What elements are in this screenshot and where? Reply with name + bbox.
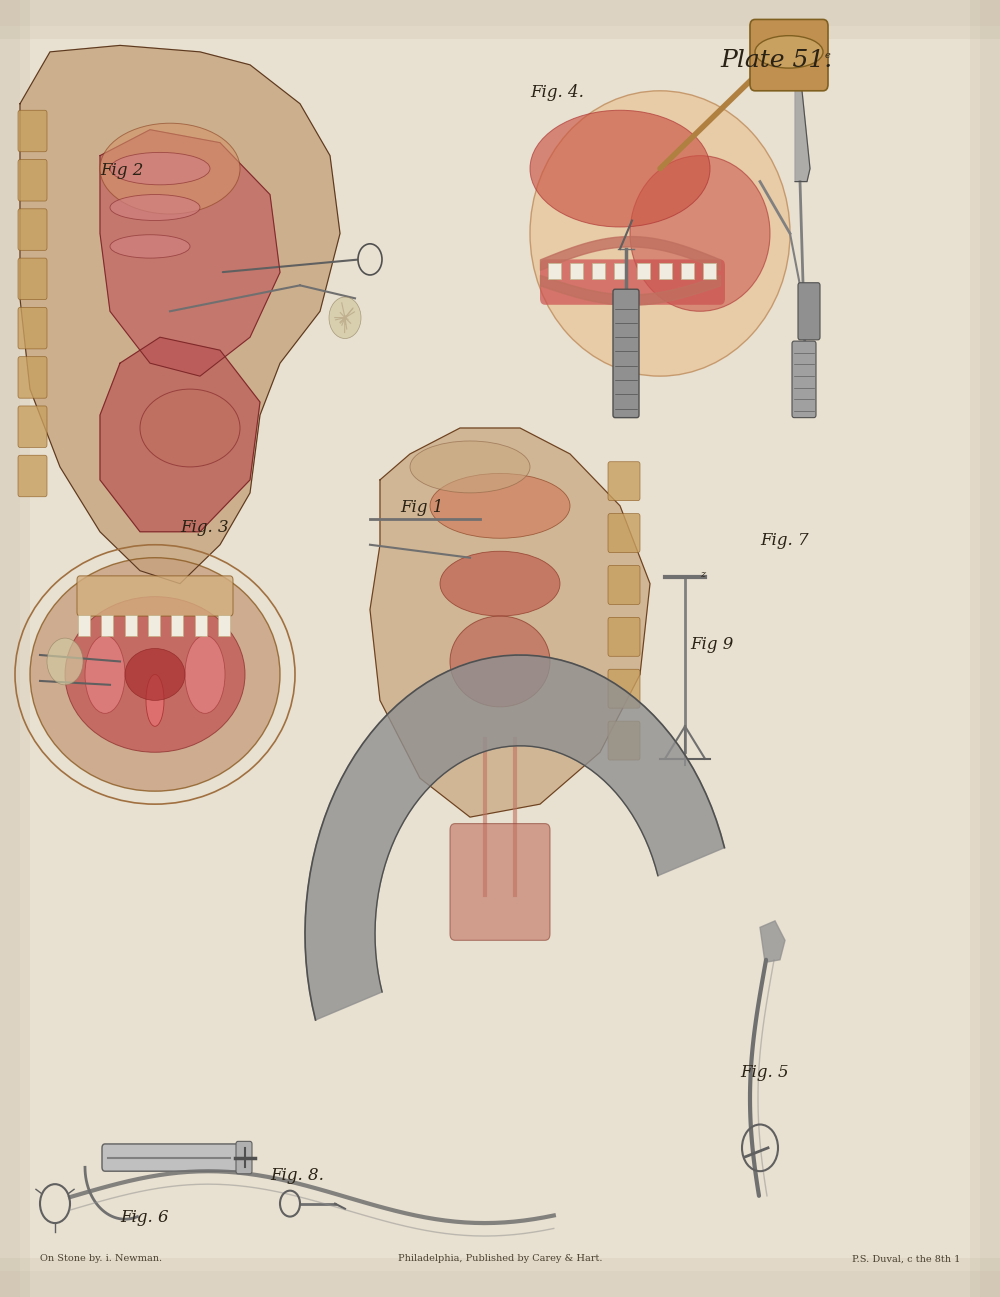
Ellipse shape <box>30 558 280 791</box>
Bar <box>0 0 1000 39</box>
FancyBboxPatch shape <box>102 1144 248 1171</box>
Ellipse shape <box>440 551 560 616</box>
Bar <box>218 615 230 636</box>
FancyBboxPatch shape <box>608 565 640 604</box>
Ellipse shape <box>185 636 225 713</box>
Ellipse shape <box>125 648 185 700</box>
FancyBboxPatch shape <box>18 307 47 349</box>
Text: e: e <box>825 52 831 61</box>
Bar <box>78 615 90 636</box>
Text: Plate 51.: Plate 51. <box>720 49 832 73</box>
Ellipse shape <box>530 110 710 227</box>
Ellipse shape <box>410 441 530 493</box>
Ellipse shape <box>110 195 200 220</box>
Polygon shape <box>795 71 810 182</box>
Ellipse shape <box>530 91 790 376</box>
Bar <box>592 263 605 279</box>
Ellipse shape <box>85 636 125 713</box>
FancyBboxPatch shape <box>18 160 47 201</box>
Text: P.S. Duval, c the 8th 1: P.S. Duval, c the 8th 1 <box>852 1254 960 1263</box>
Bar <box>659 263 672 279</box>
FancyBboxPatch shape <box>750 19 828 91</box>
Ellipse shape <box>140 389 240 467</box>
FancyBboxPatch shape <box>18 455 47 497</box>
Polygon shape <box>20 45 340 584</box>
Bar <box>570 263 583 279</box>
Text: Fig. 6: Fig. 6 <box>120 1209 169 1226</box>
FancyBboxPatch shape <box>540 259 725 305</box>
Text: Fig. 7: Fig. 7 <box>760 532 809 549</box>
Ellipse shape <box>630 156 770 311</box>
Bar <box>703 263 716 279</box>
Bar <box>0 0 30 1297</box>
FancyBboxPatch shape <box>608 617 640 656</box>
FancyBboxPatch shape <box>450 824 550 940</box>
Text: On Stone by. i. Newman.: On Stone by. i. Newman. <box>40 1254 162 1263</box>
Bar <box>614 263 627 279</box>
FancyBboxPatch shape <box>18 406 47 447</box>
Ellipse shape <box>110 235 190 258</box>
FancyBboxPatch shape <box>18 209 47 250</box>
Bar <box>0 0 20 1297</box>
Bar <box>681 263 694 279</box>
Ellipse shape <box>100 123 240 214</box>
Ellipse shape <box>146 674 164 726</box>
Bar <box>125 615 137 636</box>
Bar <box>637 263 650 279</box>
Polygon shape <box>370 428 650 817</box>
Text: Fig. 4.: Fig. 4. <box>530 84 584 101</box>
Bar <box>0 1258 1000 1297</box>
Bar <box>548 263 561 279</box>
Text: z: z <box>700 571 705 580</box>
FancyBboxPatch shape <box>236 1141 252 1174</box>
Bar <box>970 0 1000 1297</box>
Text: Fig. 3: Fig. 3 <box>180 519 229 536</box>
Bar <box>980 0 1000 1297</box>
Polygon shape <box>760 921 785 962</box>
Bar <box>171 615 183 636</box>
Ellipse shape <box>110 152 210 185</box>
Bar <box>0 1271 1000 1297</box>
Text: Fig. 8.: Fig. 8. <box>270 1167 324 1184</box>
Ellipse shape <box>755 36 823 69</box>
Text: Fig 1: Fig 1 <box>400 499 443 516</box>
Bar <box>101 615 113 636</box>
FancyBboxPatch shape <box>608 721 640 760</box>
FancyBboxPatch shape <box>77 576 233 616</box>
Bar <box>0 0 1000 26</box>
Ellipse shape <box>450 616 550 707</box>
Polygon shape <box>100 130 280 376</box>
Ellipse shape <box>430 473 570 538</box>
Text: Fig 2: Fig 2 <box>100 162 143 179</box>
Text: Fig. 5: Fig. 5 <box>740 1064 789 1080</box>
Ellipse shape <box>65 597 245 752</box>
FancyBboxPatch shape <box>613 289 639 418</box>
FancyBboxPatch shape <box>608 462 640 501</box>
Polygon shape <box>100 337 260 532</box>
Bar <box>148 615 160 636</box>
FancyBboxPatch shape <box>608 669 640 708</box>
FancyBboxPatch shape <box>792 341 816 418</box>
FancyBboxPatch shape <box>18 258 47 300</box>
FancyBboxPatch shape <box>18 110 47 152</box>
Text: Fig 9: Fig 9 <box>690 636 733 652</box>
Circle shape <box>47 638 83 685</box>
FancyBboxPatch shape <box>18 357 47 398</box>
Text: Philadelphia, Published by Carey & Hart.: Philadelphia, Published by Carey & Hart. <box>398 1254 602 1263</box>
FancyBboxPatch shape <box>608 514 640 553</box>
FancyBboxPatch shape <box>798 283 820 340</box>
Circle shape <box>329 297 361 339</box>
Polygon shape <box>305 655 724 1019</box>
Bar <box>195 615 207 636</box>
